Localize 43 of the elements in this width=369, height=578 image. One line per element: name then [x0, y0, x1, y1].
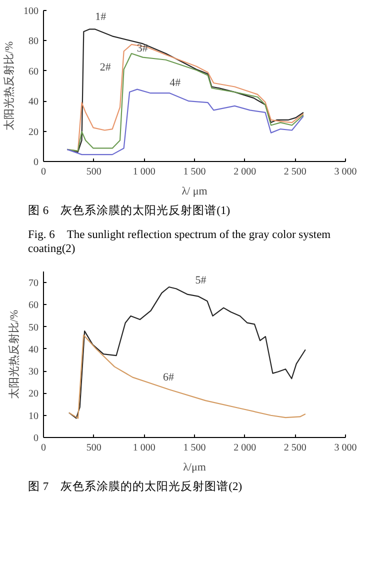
x-tick-label: 2 000 [234, 442, 256, 454]
y-tick-label: 100 [24, 6, 38, 17]
y-tick-label: 50 [28, 322, 38, 334]
y-tick-label: 60 [28, 66, 38, 78]
x-tick-label: 0 [41, 442, 46, 454]
y-tick-label: 40 [28, 96, 38, 108]
y-tick-label: 0 [34, 157, 38, 168]
x-tick-label: 1 500 [183, 442, 206, 454]
line-series [68, 334, 306, 420]
series-label: 1# [95, 11, 107, 24]
x-tick-label: 1 000 [132, 442, 156, 454]
y-tick-label: 20 [28, 126, 38, 138]
y-tick-label: 70 [28, 278, 38, 290]
y-tick-label: 40 [28, 344, 38, 356]
x-tick-label: 3 000 [334, 166, 357, 178]
x-axis-title: λ/ μm [182, 186, 208, 198]
x-tick-label: 500 [86, 166, 102, 178]
y-axis-title: 太阳光热反射比/% [2, 41, 16, 131]
x-tick-label: 1 000 [132, 166, 156, 178]
x-tick-label: 500 [86, 442, 102, 454]
caption: Fig. 6 The sunlight reflection spectrum of the gray color system coating(2) [28, 228, 332, 256]
x-tick-label: 3 000 [334, 442, 357, 454]
series-label: 6# [163, 372, 175, 384]
y-axis-title: 太阳光热反射比/% [8, 310, 20, 400]
x-tick-label: 2 500 [284, 442, 306, 454]
y-tick-label: 80 [28, 36, 38, 48]
x-tick-label: 1 500 [183, 166, 206, 178]
series-label: 4# [170, 77, 182, 90]
caption: 图 7 灰色系涂膜的的太阳光反射图谱(2) [28, 481, 242, 496]
caption: 图 6 灰色系涂膜的太阳光反射图谱(1) [28, 205, 230, 219]
x-tick-label: 2 000 [234, 166, 256, 178]
y-tick-label: 20 [28, 389, 38, 400]
series-label: 5# [195, 274, 207, 287]
y-tick-label: 60 [28, 300, 38, 312]
x-tick-label: 2 500 [284, 166, 306, 178]
x-tick-label: 0 [41, 166, 46, 178]
x-axis-title: λ/μm [183, 462, 206, 474]
y-tick-label: 10 [28, 411, 38, 422]
y-tick-label: 30 [28, 366, 38, 378]
line-series [68, 286, 306, 420]
y-tick-label: 0 [34, 433, 38, 444]
line-series [66, 88, 304, 156]
series-label: 2# [100, 61, 112, 74]
